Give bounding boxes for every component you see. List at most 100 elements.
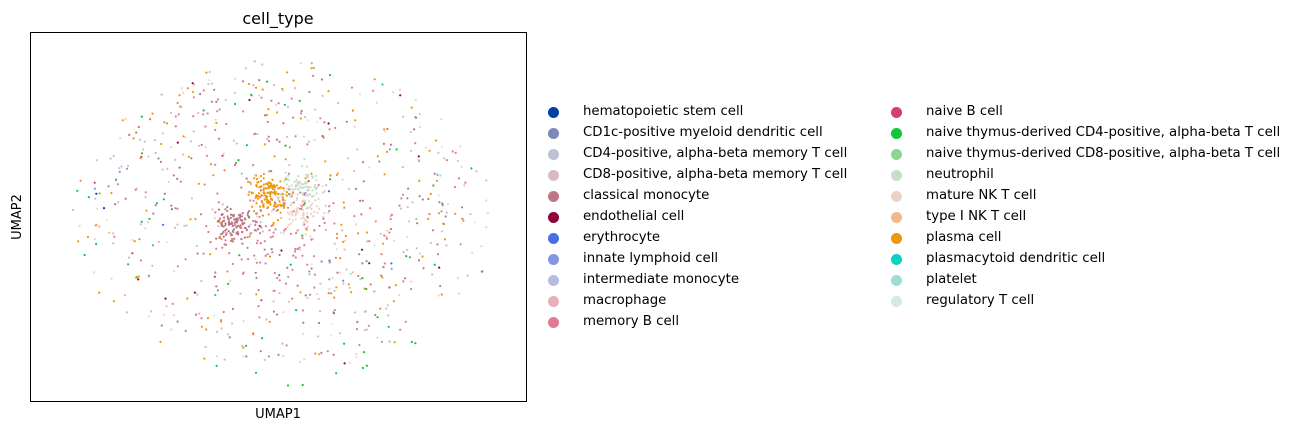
data-point — [305, 228, 308, 231]
data-point — [293, 250, 297, 253]
data-point — [265, 200, 268, 203]
data-point — [286, 211, 289, 214]
data-point — [215, 364, 218, 367]
data-point — [214, 118, 217, 121]
data-point — [291, 297, 294, 300]
data-point — [258, 316, 261, 319]
data-point — [279, 186, 282, 189]
data-point — [310, 172, 313, 175]
data-point — [355, 328, 359, 331]
data-point — [220, 320, 223, 323]
data-point — [409, 131, 412, 134]
data-point — [276, 204, 279, 207]
data-point — [308, 200, 311, 203]
data-point — [419, 125, 422, 129]
data-point — [274, 205, 277, 208]
data-point — [464, 181, 467, 184]
data-point — [361, 277, 364, 280]
data-point — [321, 185, 324, 188]
data-point — [301, 234, 304, 237]
data-point — [328, 205, 331, 208]
data-point — [306, 143, 309, 146]
data-point — [311, 215, 315, 218]
data-point — [231, 225, 234, 228]
data-point — [247, 82, 250, 86]
data-point — [275, 184, 278, 187]
data-point — [436, 253, 440, 256]
data-point — [316, 120, 319, 124]
data-point — [301, 254, 304, 257]
data-point — [247, 193, 250, 196]
data-point — [112, 232, 115, 235]
data-point — [160, 93, 163, 96]
data-point — [418, 252, 422, 255]
data-point — [226, 206, 229, 209]
data-point — [246, 211, 250, 214]
data-point — [200, 325, 203, 328]
data-point — [277, 187, 280, 190]
data-point — [362, 180, 365, 183]
data-point — [227, 220, 230, 223]
data-point — [469, 213, 472, 216]
data-point — [305, 212, 308, 215]
data-point — [182, 135, 185, 138]
data-point — [252, 199, 255, 202]
data-point — [260, 209, 263, 212]
data-point — [429, 241, 433, 244]
data-point — [281, 196, 285, 199]
data-point — [264, 182, 268, 185]
data-point — [314, 352, 317, 355]
data-point — [76, 189, 79, 192]
data-point — [263, 358, 266, 362]
data-point — [262, 204, 265, 207]
data-point — [356, 232, 360, 235]
data-point — [296, 247, 300, 251]
legend-marker — [891, 233, 902, 244]
data-point — [374, 220, 377, 223]
data-point — [466, 274, 469, 277]
data-point — [418, 112, 421, 116]
data-point — [239, 215, 242, 218]
data-point — [295, 209, 299, 212]
data-point — [257, 228, 260, 231]
data-point — [463, 184, 466, 187]
data-point — [366, 240, 369, 243]
data-point — [205, 225, 208, 228]
data-point — [434, 139, 437, 142]
data-point — [279, 203, 282, 206]
data-point — [330, 322, 333, 325]
data-point — [184, 329, 187, 332]
data-point — [137, 278, 140, 281]
data-point — [442, 222, 445, 225]
data-point — [283, 206, 286, 209]
data-point — [204, 345, 207, 349]
data-point — [440, 210, 443, 213]
data-point — [285, 71, 289, 74]
data-point — [414, 342, 417, 345]
data-point — [308, 270, 311, 273]
data-point — [398, 204, 401, 207]
data-point — [480, 245, 483, 248]
data-point — [139, 259, 142, 262]
data-point — [143, 140, 146, 143]
data-point — [197, 144, 201, 147]
data-point — [71, 208, 74, 211]
data-point — [176, 223, 179, 226]
data-point — [285, 183, 288, 186]
data-point — [408, 256, 412, 259]
data-point — [164, 297, 167, 300]
data-point — [96, 207, 99, 210]
data-point — [343, 206, 346, 209]
data-point — [290, 97, 293, 100]
data-point — [288, 218, 291, 221]
data-point — [390, 262, 393, 265]
data-point — [256, 133, 259, 136]
data-point — [328, 128, 331, 131]
data-point — [278, 292, 281, 295]
data-point — [427, 217, 430, 220]
data-point — [277, 196, 280, 199]
data-point — [313, 138, 316, 141]
plot-frame — [30, 32, 527, 402]
data-point — [225, 232, 228, 235]
data-point — [154, 151, 157, 154]
